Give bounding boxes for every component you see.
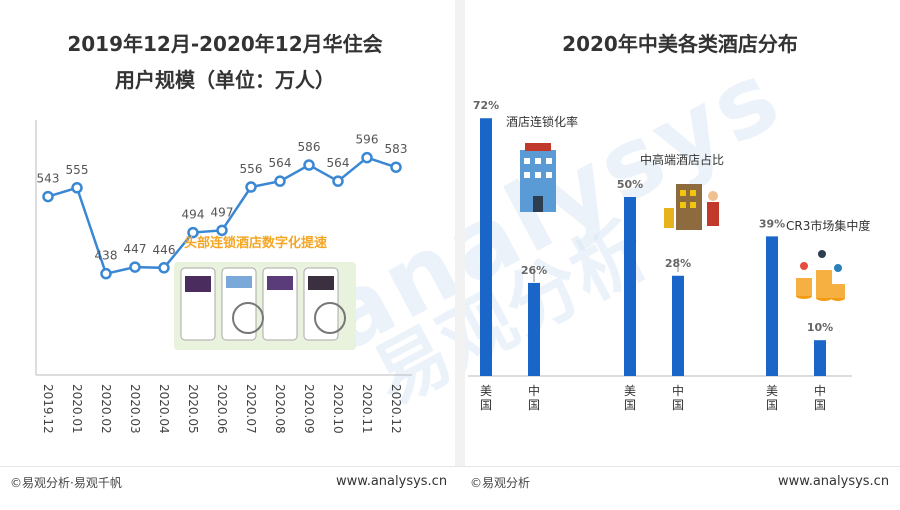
- line-data-label-2020.09: 586: [298, 140, 321, 154]
- market-concentration-icon: [796, 250, 845, 301]
- line-point-2020.09: [303, 159, 315, 171]
- line-tick-label-2020.03: 2020.03: [128, 384, 142, 434]
- line-data-label-2020.04: 446: [153, 243, 176, 257]
- line-point-2020.12: [390, 161, 402, 173]
- bar-country-label-1-0-1: 国: [624, 398, 636, 412]
- bar-country-label-2-0-0: 美: [766, 384, 778, 398]
- line-data-label-2020.02: 438: [95, 249, 118, 263]
- bar-country-label-1-1-0: 中: [672, 383, 684, 398]
- footer-divider: [0, 466, 900, 467]
- line-point-2020.10: [332, 175, 344, 187]
- line-tick-label-2020.12: 2020.12: [389, 384, 403, 434]
- line-point-2020.05: [187, 226, 199, 239]
- line-data-label-2020.07: 556: [240, 162, 263, 176]
- bar-value-label-0-0: 72%: [473, 99, 499, 112]
- bar-chart-title: 2020年中美各类酒店分布: [562, 32, 798, 56]
- hotel-distribution-panel: 2020年中美各类酒店分布: [460, 0, 900, 466]
- line-tick-label-2020.06: 2020.06: [215, 384, 229, 434]
- line-point-2020.06: [216, 224, 228, 237]
- bar-country-label-1-1-1: 国: [672, 398, 684, 412]
- line-tick-label-2020.01: 2020.01: [70, 384, 84, 434]
- left-footer-credit: ©易观分析·易观千帆: [10, 476, 122, 490]
- right-footer-credit: ©易观分析: [470, 476, 531, 490]
- bar-country-label-2-0-1: 国: [766, 398, 778, 412]
- line-data-label-2020.08: 564: [269, 156, 292, 170]
- line-data-label-2020.05: 494: [182, 208, 205, 222]
- line-point-2020.08: [274, 175, 286, 187]
- line-tick-label-2020.05: 2020.05: [186, 384, 200, 434]
- left-footer-site-link[interactable]: www.analysys.cn: [336, 474, 448, 489]
- bar-group-label-1: 中高端酒店占比: [640, 152, 724, 167]
- line-point-2020.07: [245, 181, 257, 193]
- bar-2-1: [814, 340, 826, 376]
- bar-country-label-0-1-1: 国: [528, 398, 540, 412]
- hotel-building-icon: [520, 143, 556, 212]
- bar-chart: 酒店连锁化率72%美国26%中国中高端酒店占比50%美国28%中国CR3市场集中…: [468, 99, 870, 412]
- line-point-2019.12: [42, 190, 54, 203]
- bar-country-label-2-1-1: 国: [814, 398, 826, 412]
- line-point-2020.03: [129, 261, 141, 273]
- right-footer-site-link[interactable]: www.analysys.cn: [778, 474, 890, 489]
- line-tick-label-2020.11: 2020.11: [360, 384, 374, 434]
- line-data-label-2020.11: 596: [356, 133, 379, 147]
- bar-country-label-0-1-0: 中: [528, 383, 540, 398]
- line-data-label-2020.03: 447: [124, 242, 147, 256]
- user-scale-panel: 2019年12月-2020年12月华住会 用户规模（单位：万人） 543 555 4…: [0, 0, 450, 466]
- app-screens-illustration: [174, 262, 356, 350]
- line-chart-title-line1: 2019年12月-2020年12月华住会: [67, 32, 383, 56]
- panel-divider: [455, 0, 465, 466]
- bar-country-label-0-0-1: 国: [480, 398, 492, 412]
- bar-group-label-0: 酒店连锁化率: [506, 114, 578, 129]
- bar-country-label-1-0-0: 美: [624, 384, 636, 398]
- line-point-2020.04: [158, 262, 170, 274]
- line-chart-title-line2: 用户规模（单位：万人）: [115, 68, 335, 92]
- line-tick-label-2020.10: 2020.10: [331, 384, 345, 434]
- line-point-2020.11: [361, 151, 373, 164]
- line-point-2020.02: [100, 267, 112, 280]
- doorman-hotel-icon: [664, 184, 719, 230]
- line-tick-label-2020.09: 2020.09: [302, 384, 316, 434]
- line-tick-label-2019.12: 2019.12: [41, 384, 55, 434]
- line-tick-label-2020.07: 2020.07: [244, 384, 258, 434]
- bar-1-1: [672, 275, 684, 376]
- line-data-label-2020.12: 583: [385, 142, 408, 156]
- digitalization-callout: 头部连锁酒店数字化提速: [184, 236, 328, 251]
- bar-value-label-2-1: 10%: [807, 321, 833, 334]
- bar-0-1: [528, 282, 540, 376]
- bar-value-label-2-0: 39%: [759, 217, 785, 230]
- line-data-label-2020.01: 555: [66, 163, 89, 177]
- bar-2-0: [766, 236, 778, 376]
- line-tick-label-2020.04: 2020.04: [157, 384, 171, 434]
- bar-value-label-0-1: 26%: [521, 264, 547, 277]
- line-point-2020.01: [71, 182, 83, 194]
- bar-country-label-2-1-0: 中: [814, 383, 826, 398]
- bar-1-0: [624, 197, 636, 376]
- line-tick-label-2020.02: 2020.02: [99, 384, 113, 434]
- bar-group-label-2: CR3市场集中度: [786, 218, 870, 233]
- line-data-label-2020.10: 564: [327, 156, 350, 170]
- line-data-label-2020.06: 497: [211, 205, 234, 219]
- bar-0-0: [480, 118, 492, 377]
- bar-country-label-0-0-0: 美: [480, 384, 492, 398]
- bar-value-label-1-0: 50%: [617, 178, 643, 191]
- bar-value-label-1-1: 28%: [665, 257, 691, 270]
- line-data-label-2019.12: 543: [37, 172, 60, 186]
- line-tick-label-2020.08: 2020.08: [273, 384, 287, 434]
